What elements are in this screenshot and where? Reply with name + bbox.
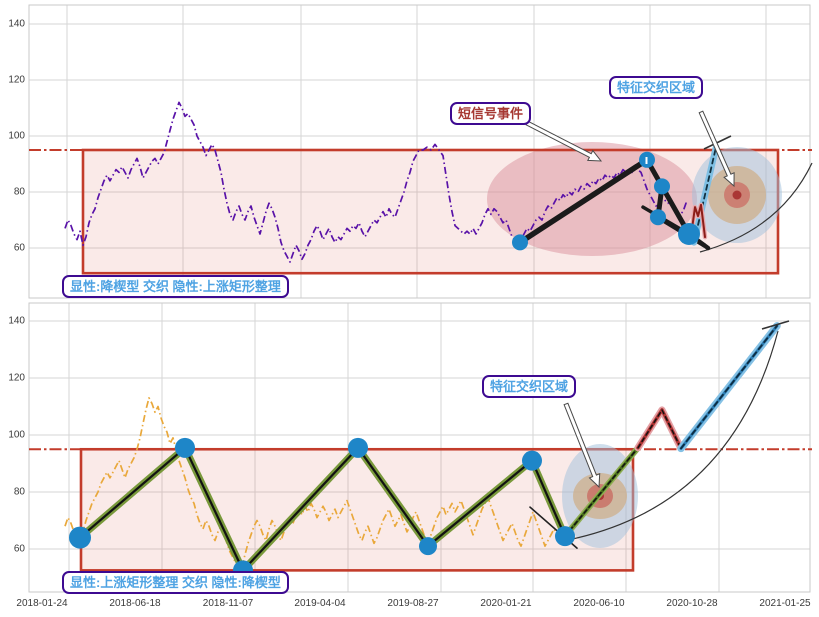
x-tick-label: 2021-01-25 — [759, 598, 811, 609]
pivot-point-marker — [678, 223, 700, 245]
pivot-point-marker — [555, 526, 575, 547]
y-tick-label: 100 — [8, 429, 25, 441]
x-tick-label: 2019-04-04 — [294, 598, 346, 609]
pivot-point-marker — [522, 450, 542, 471]
y-tick-label: 60 — [13, 242, 25, 254]
y-tick-label: 140 — [8, 18, 25, 30]
annotation-pattern-bottom: 显性:上涨矩形整理 交织 隐性:降楔型 — [62, 571, 289, 594]
pivot-point-marker — [175, 437, 195, 458]
annotation-arrow — [563, 402, 601, 489]
x-tick-label: 2018-11-07 — [202, 598, 254, 609]
pivot-point-marker — [419, 537, 437, 556]
annotation-arrow — [525, 120, 603, 162]
annotation-pattern-top: 显性:降楔型 交织 隐性:上涨矩形整理 — [62, 275, 289, 298]
pivot-point-marker — [650, 209, 666, 226]
annotation-arrow — [698, 110, 735, 188]
x-tick-label: 2020-06-10 — [573, 598, 625, 609]
x-tick-label: 2019-08-27 — [387, 598, 439, 609]
y-tick-label: 100 — [8, 130, 25, 142]
x-tick-label: 2020-01-21 — [480, 598, 532, 609]
pivot-point-marker — [348, 437, 368, 458]
pivot-point-marker — [512, 234, 528, 251]
pivot-point-marker — [654, 178, 670, 195]
x-tick-label: 2020-10-28 — [666, 598, 718, 609]
annotation-feature-interweave-bottom: 特征交织区域 — [482, 375, 577, 398]
y-tick-label: 60 — [13, 543, 25, 555]
y-tick-label: 80 — [13, 186, 25, 198]
annotation-feature-interweave-top: 特征交织区域 — [609, 76, 704, 99]
y-tick-label: 140 — [8, 315, 25, 327]
pivot-point-marker — [69, 526, 91, 549]
x-tick-label: 2018-06-18 — [109, 598, 161, 609]
y-tick-label: 120 — [8, 372, 25, 384]
y-tick-label: 80 — [13, 486, 25, 498]
x-tick-label: 2018-01-24 — [16, 598, 68, 609]
y-tick-label: 120 — [8, 74, 25, 86]
annotation-short-signal-event: 短信号事件 — [450, 102, 532, 125]
